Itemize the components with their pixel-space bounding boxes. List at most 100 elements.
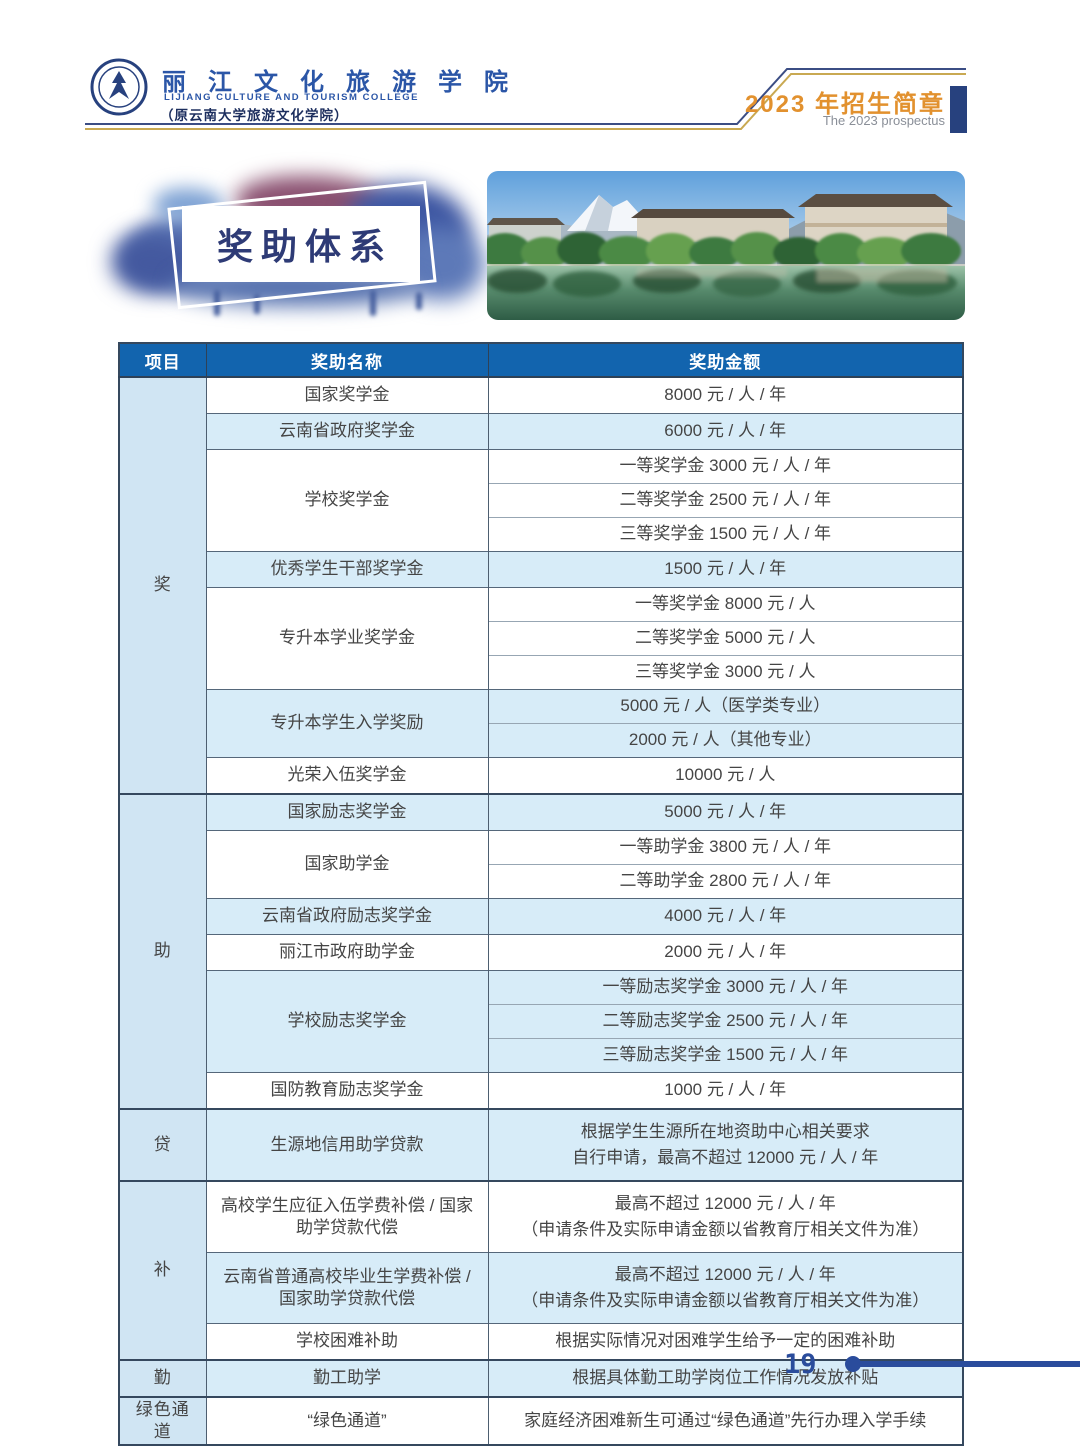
aid-name-cell: 学校困难补助 (206, 1323, 489, 1360)
table-row: 国防教育励志奖学金 1000 元 / 人 / 年 (119, 1072, 963, 1109)
aid-amount-cell: 最高不超过 12000 元 / 人 / 年（申请条件及实际申请金额以省教育厅相关… (488, 1252, 963, 1324)
col-header-name: 奖助名称 (205, 342, 489, 378)
watercolor-drip (214, 290, 220, 316)
aid-name-cell: 高校学生应征入伍学费补偿 / 国家助学贷款代偿 (206, 1180, 489, 1253)
aid-amount-cell: 10000 元 / 人 (488, 757, 963, 794)
aid-amount-cell: 一等励志奖学金 3000 元 / 人 / 年 (488, 970, 963, 1005)
table-row: 学校励志奖学金 一等励志奖学金 3000 元 / 人 / 年 (119, 970, 963, 1073)
col-header-amount: 奖助金额 (487, 342, 964, 378)
aid-name-cell: 云南省普通高校毕业生学费补偿 / 国家助学贷款代偿 (206, 1252, 489, 1324)
aid-name-cell: 专升本学业奖学金 (206, 587, 489, 690)
table-row: 绿色通道 “绿色通道” 家庭经济困难新生可通过“绿色通道”先行办理入学手续 (119, 1395, 963, 1446)
aid-amount-cell: 5000 元 / 人（医学类专业） (488, 689, 963, 724)
table-row: 二等奖学金 5000 元 / 人 (119, 621, 963, 656)
aid-amount-cell: 二等奖学金 5000 元 / 人 (488, 621, 963, 656)
section-title: 奖助体系 (216, 226, 393, 267)
table-row: 云南省政府奖学金 6000 元 / 人 / 年 (119, 413, 963, 450)
aid-amount-cell: 二等励志奖学金 2500 元 / 人 / 年 (488, 1004, 963, 1039)
aid-name-cell: 云南省政府励志奖学金 (206, 898, 489, 935)
aid-name-cell: 国防教育励志奖学金 (206, 1072, 489, 1109)
college-name-en: LIJIANG CULTURE AND TOURISM COLLEGE (164, 92, 419, 103)
aid-amount-cell: 三等奖学金 1500 元 / 人 / 年 (488, 517, 963, 552)
table-row: 三等励志奖学金 1500 元 / 人 / 年 (119, 1038, 963, 1073)
category-cell: 绿色通道 (119, 1395, 207, 1446)
aid-amount-cell: 一等助学金 3800 元 / 人 / 年 (488, 830, 963, 865)
table-row: 二等奖学金 2500 元 / 人 / 年 (119, 483, 963, 518)
watercolor-drip (254, 294, 260, 314)
aid-name-cell: 优秀学生干部奖学金 (206, 551, 489, 588)
aid-amount-cell: 三等励志奖学金 1500 元 / 人 / 年 (488, 1038, 963, 1073)
aid-amount-cell: 一等奖学金 3000 元 / 人 / 年 (488, 449, 963, 484)
aid-table: 项目 奖助名称 奖助金额 奖国家奖学金 8000 元 / 人 / 年云南省政府奖学… (118, 342, 964, 1447)
table-row: 学校困难补助 根据实际情况对困难学生给予一定的困难补助 (119, 1323, 963, 1360)
aid-name-cell: 国家助学金 (206, 830, 489, 899)
aid-table-body: 奖国家奖学金 8000 元 / 人 / 年云南省政府奖学金 6000 元 / 人 /… (119, 376, 963, 1446)
table-row: 专升本学生入学奖励 5000 元 / 人（医学类专业） (119, 689, 963, 758)
aid-name-cell: 专升本学生入学奖励 (206, 689, 489, 758)
aid-name-cell: 国家奖学金 (206, 376, 489, 414)
table-row: 国家助学金 一等助学金 3800 元 / 人 / 年 (119, 830, 963, 899)
table-header-row: 项目 奖助名称 奖助金额 (118, 342, 964, 378)
table-row: 二等励志奖学金 2500 元 / 人 / 年 (119, 1004, 963, 1039)
aid-amount-cell: 根据学生生源所在地资助中心相关要求 自行申请，最高不超过 12000 元 / 人 … (488, 1108, 963, 1181)
aid-amount-cell: 1500 元 / 人 / 年 (488, 551, 963, 588)
table-row: 三等奖学金 3000 元 / 人 (119, 655, 963, 690)
aid-amount-cell: 2000 元 / 人 / 年 (488, 934, 963, 971)
aid-amount-cell: 最高不超过 12000 元 / 人 / 年（申请条件及实际申请金额以省教育厅相关… (488, 1180, 963, 1253)
table-row: 三等奖学金 1500 元 / 人 / 年 (119, 517, 963, 552)
table-row: 优秀学生干部奖学金 1500 元 / 人 / 年 (119, 551, 963, 588)
col-header-item: 项目 (118, 342, 207, 378)
category-cell: 助 (119, 793, 207, 1109)
table-row: 学校奖学金 一等奖学金 3000 元 / 人 / 年 (119, 449, 963, 552)
category-cell: 勤 (119, 1359, 207, 1397)
aid-amount-cell: 5000 元 / 人 / 年 (488, 793, 963, 831)
table-row: 2000 元 / 人（其他专业） (119, 723, 963, 758)
aid-amount-cell: 二等助学金 2800 元 / 人 / 年 (488, 864, 963, 899)
badge-box: 奖助体系 (182, 206, 420, 282)
category-cell: 补 (119, 1180, 207, 1360)
aid-amount-cell: 1000 元 / 人 / 年 (488, 1072, 963, 1109)
watercolor-drip (370, 290, 376, 316)
college-former-name: （原云南大学旅游文化学院） (160, 108, 349, 123)
aid-name-cell: 国家励志奖学金 (206, 793, 489, 831)
table-row: 光荣入伍奖学金 10000 元 / 人 (119, 757, 963, 794)
aid-amount-cell: 三等奖学金 3000 元 / 人 (488, 655, 963, 690)
category-cell: 奖 (119, 376, 207, 794)
table-row: 云南省政府励志奖学金 4000 元 / 人 / 年 (119, 898, 963, 935)
campus-photo (487, 171, 965, 320)
aid-name-cell: “绿色通道” (206, 1395, 489, 1446)
aid-name-cell: 勤工助学 (206, 1359, 489, 1397)
aid-amount-cell: 根据实际情况对困难学生给予一定的困难补助 (488, 1323, 963, 1360)
aid-amount-cell: 8000 元 / 人 / 年 (488, 376, 963, 414)
table-row: 专升本学业奖学金 一等奖学金 8000 元 / 人 (119, 587, 963, 690)
table-row: 助国家励志奖学金 5000 元 / 人 / 年 (119, 793, 963, 1109)
table-row: 奖国家奖学金 8000 元 / 人 / 年 (119, 376, 963, 794)
category-cell: 贷 (119, 1108, 207, 1181)
aid-name-cell: 云南省政府奖学金 (206, 413, 489, 450)
section-title-badge: 奖助体系 (112, 162, 484, 326)
aid-name-cell: 丽江市政府助学金 (206, 934, 489, 971)
aid-name-cell: 生源地信用助学贷款 (206, 1108, 489, 1181)
aid-amount-cell: 6000 元 / 人 / 年 (488, 413, 963, 450)
table-row: 贷生源地信用助学贷款 根据学生生源所在地资助中心相关要求 自行申请，最高不超过 12… (119, 1108, 963, 1181)
page-number: 19 (784, 1349, 817, 1380)
college-emblem-icon (90, 58, 148, 116)
aid-amount-cell: 一等奖学金 8000 元 / 人 (488, 587, 963, 622)
table-row: 云南省普通高校毕业生学费补偿 / 国家助学贷款代偿 最高不超过 12000 元 /… (119, 1252, 963, 1324)
aid-amount-cell: 二等奖学金 2500 元 / 人 / 年 (488, 483, 963, 518)
aid-name-cell: 光荣入伍奖学金 (206, 757, 489, 794)
footer-line (853, 1361, 1080, 1367)
table-row: 二等助学金 2800 元 / 人 / 年 (119, 864, 963, 899)
table-row: 补高校学生应征入伍学费补偿 / 国家助学贷款代偿 最高不超过 12000 元 / … (119, 1180, 963, 1360)
aid-amount-cell: 家庭经济困难新生可通过“绿色通道”先行办理入学手续 (488, 1395, 963, 1446)
aid-name-cell: 学校奖学金 (206, 449, 489, 552)
prospectus-subtitle: The 2023 prospectus (822, 113, 945, 128)
aid-amount-cell: 2000 元 / 人（其他专业） (488, 723, 963, 758)
prospectus-title: 2023 年招生简章 (744, 91, 945, 118)
table-row: 丽江市政府助学金 2000 元 / 人 / 年 (119, 934, 963, 971)
header-accent-bar (950, 86, 967, 133)
table-row: 勤勤工助学 根据具体勤工助学岗位工作情况发放补贴 (119, 1359, 963, 1397)
college-name: 丽 江 文 化 旅 游 学 院 (162, 70, 516, 96)
watercolor-drip (416, 292, 422, 310)
